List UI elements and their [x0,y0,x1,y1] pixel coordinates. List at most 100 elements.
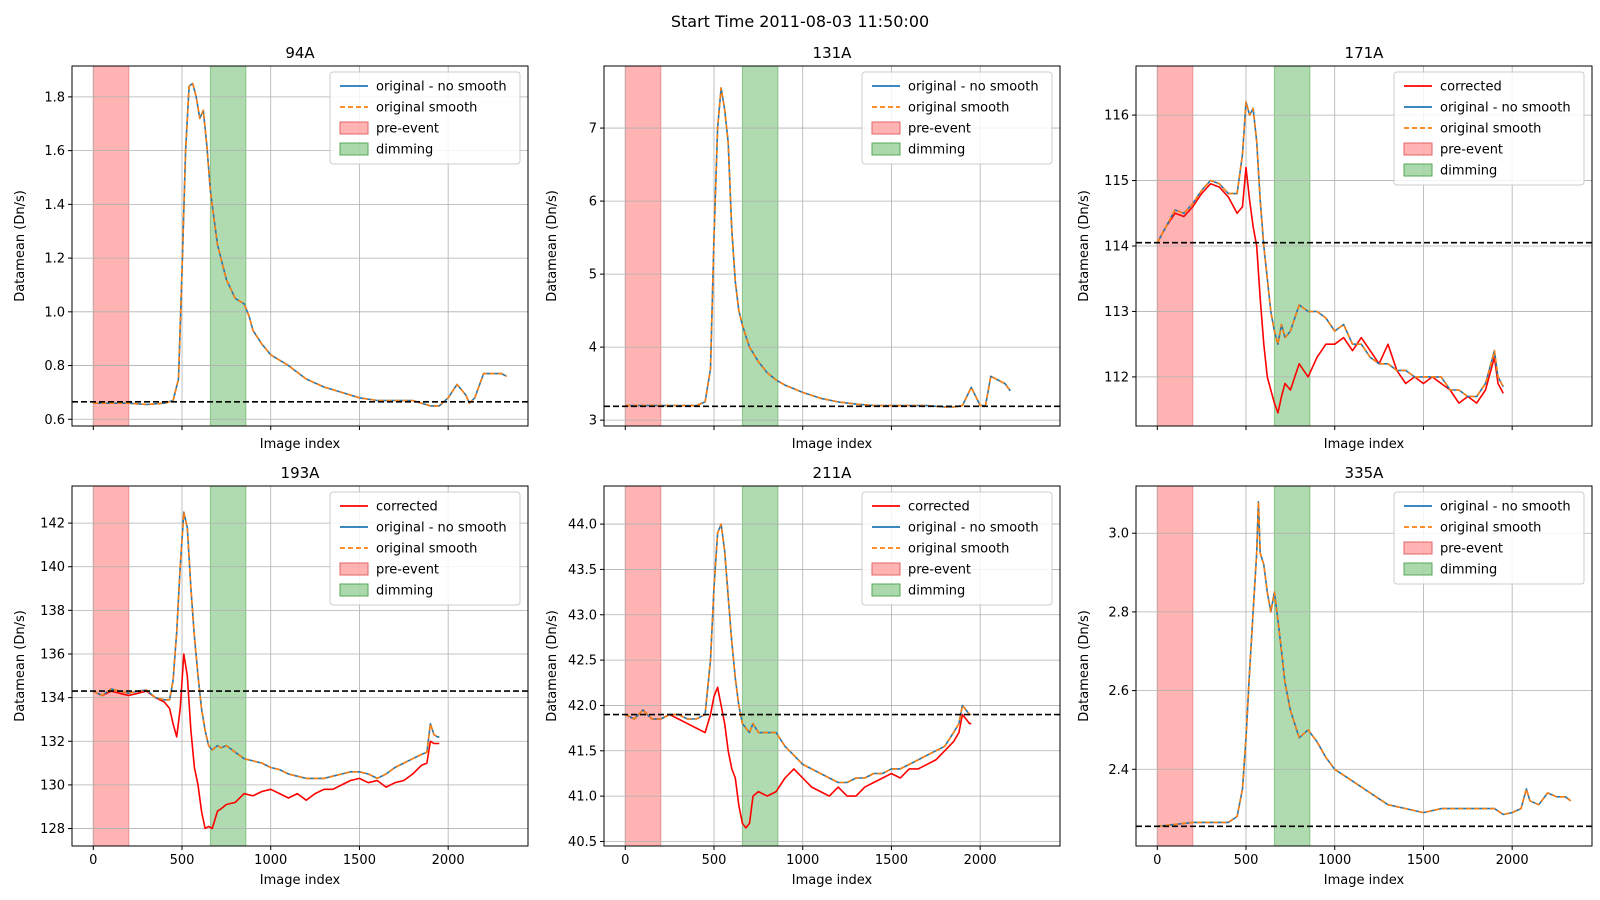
series-line-original-smooth [93,82,508,407]
legend-label: pre-event [908,122,971,137]
x-tick-label: 1500 [343,853,376,868]
legend-box [861,491,1053,606]
y-tick-label: 2.6 [1108,684,1129,699]
y-axis-label: Datamean (Dn/s) [1077,190,1092,302]
chart-panel-211A: 0 500 1000 1500 2000 40.5 41.0 41.5 42.0 42.5 43.0… [545,464,1061,888]
y-tick-label: 1.2 [44,252,65,267]
legend: original - no smooth original smooth pre-e… [329,71,521,165]
x-tick-label: 2000 [1496,853,1529,868]
figure-title: Start Time 2011-08-03 11:50:00 [670,12,930,31]
axes-frame [71,485,529,847]
legend-label: original - no smooth [908,80,1039,95]
axes-frame [1135,485,1593,847]
x-axis-label: Image index [1324,437,1405,452]
legend-label: original - no smooth [1440,101,1571,116]
chart-title: 211A [813,464,853,482]
legend-label: corrected [376,500,438,515]
y-tick-label: 115 [1104,174,1129,189]
y-tick-label: 3 [589,414,597,429]
series-line-original-smooth [625,87,1011,408]
y-tick-label: 134 [40,691,65,706]
x-tick-label: 0 [621,853,629,868]
legend: original - no smooth original smooth pre-e… [1393,491,1585,585]
x-axis-label: Image index [1324,873,1405,888]
y-tick-label: 142 [40,517,65,532]
x-tick-label: 1500 [1407,853,1440,868]
legend-box [1393,491,1585,585]
y-tick-label: 41.0 [568,790,597,805]
legend-swatch-dimming [871,583,901,597]
legend-label: original smooth [376,542,477,557]
legend-swatch-pre-event [871,562,901,576]
y-tick-label: 42.5 [568,654,597,669]
legend-swatch-dimming [1403,163,1433,177]
dimming-span [1273,485,1311,847]
y-tick-label: 43.0 [568,608,597,623]
y-tick-label: 128 [40,822,65,837]
y-tick-label: 132 [40,735,65,750]
legend-swatch-pre-event [1403,541,1433,555]
x-tick-label: 0 [1153,853,1161,868]
legend-label: original smooth [376,101,477,116]
dimming-span [209,65,247,427]
legend-swatch-pre-event [1403,142,1433,156]
series-line-corrected [624,686,972,829]
legend: corrected original - no smooth original sm… [329,491,521,606]
x-axis-label: Image index [260,873,341,888]
chart-title: 94A [285,44,315,62]
legend-label: pre-event [908,563,971,578]
legend-label: original smooth [1440,521,1541,536]
legend-label: original - no smooth [376,80,507,95]
y-tick-label: 114 [1104,240,1129,255]
legend-box [329,71,521,165]
chart-title: 335A [1345,464,1385,482]
legend-label: dimming [1440,164,1497,179]
x-tick-label: 1000 [254,853,287,868]
x-tick-label: 1500 [875,853,908,868]
y-tick-label: 1.0 [44,305,65,320]
y-axis-label: Datamean (Dn/s) [13,190,28,302]
x-axis-label: Image index [792,873,873,888]
legend-label: dimming [376,143,433,158]
y-tick-label: 116 [1104,109,1129,124]
legend-swatch-dimming [339,583,369,597]
legend-label: original - no smooth [1440,500,1571,515]
y-tick-label: 138 [40,604,65,619]
pre-event-span [1156,485,1194,847]
legend-label: original - no smooth [908,521,1039,536]
pre-event-span [624,65,662,427]
y-tick-label: 1.6 [44,144,65,159]
y-tick-label: 6 [589,195,597,210]
legend-label: dimming [376,584,433,599]
y-tick-label: 4 [589,341,597,356]
legend-label: pre-event [1440,143,1503,158]
y-tick-label: 7 [589,122,597,137]
legend-label: original smooth [908,101,1009,116]
legend-label: pre-event [376,563,439,578]
series-line-corrected [92,653,440,830]
series-line-original-smooth [624,523,972,784]
x-tick-label: 1000 [786,853,819,868]
chart-title: 131A [813,44,853,62]
x-tick-label: 500 [1234,853,1259,868]
y-tick-label: 5 [589,268,597,283]
axes-frame [1135,65,1593,427]
pre-event-span [92,485,130,847]
chart-panel-94A: 0.6 0.8 1.0 1.2 1.4 1.6 1.8 94A Image index Datam… [13,44,529,452]
dimming-span [741,65,779,427]
legend-swatch-dimming [339,142,369,156]
legend-label: dimming [1440,563,1497,578]
legend: corrected original - no smooth original sm… [1393,71,1585,186]
chart-panel-335A: 0 500 1000 1500 2000 2.4 2.6 2.8 3.0 335A Image in… [1077,464,1593,888]
y-tick-label: 0.8 [44,359,65,374]
y-tick-label: 2.4 [1108,763,1129,778]
series-line-original-smooth [1157,500,1572,828]
y-tick-label: 140 [40,560,65,575]
legend-label: dimming [908,584,965,599]
legend-swatch-dimming [871,142,901,156]
chart-title: 171A [1345,44,1385,62]
axes-frame [603,485,1061,847]
legend: corrected original - no smooth original sm… [861,491,1053,606]
x-tick-label: 1000 [1318,853,1351,868]
